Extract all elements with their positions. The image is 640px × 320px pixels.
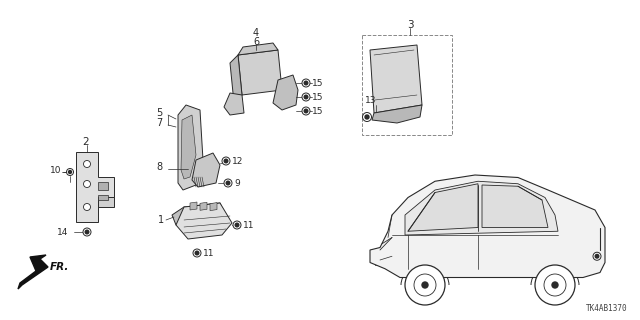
Circle shape [224,159,228,163]
Circle shape [83,204,90,211]
Polygon shape [184,203,224,217]
Circle shape [302,107,310,115]
Polygon shape [230,55,242,103]
Polygon shape [405,181,558,235]
Text: 15: 15 [312,107,323,116]
Bar [362,35,452,135]
Bar [98,195,108,200]
Polygon shape [200,202,207,210]
Circle shape [595,254,599,258]
Polygon shape [181,115,196,179]
Polygon shape [190,202,197,210]
Polygon shape [238,50,282,95]
Text: 2: 2 [82,137,88,147]
Polygon shape [210,203,217,211]
Text: 10: 10 [50,165,61,174]
Text: 12: 12 [232,156,243,165]
Circle shape [195,251,199,255]
Circle shape [544,274,566,296]
Circle shape [304,95,308,99]
Text: 1: 1 [158,215,164,225]
Circle shape [302,93,310,101]
Circle shape [304,109,308,113]
Polygon shape [370,45,422,113]
Polygon shape [18,255,48,289]
Polygon shape [238,43,278,55]
Circle shape [233,221,241,229]
Text: 13: 13 [365,95,376,105]
Circle shape [304,81,308,85]
Circle shape [222,157,230,165]
Polygon shape [408,184,478,231]
Circle shape [85,230,89,234]
Polygon shape [482,185,548,228]
Text: 7: 7 [156,118,163,128]
Text: 3: 3 [407,20,413,30]
Circle shape [362,113,371,122]
Circle shape [405,265,445,305]
Text: TK4AB1370: TK4AB1370 [586,304,628,313]
Circle shape [224,179,232,187]
Circle shape [552,282,558,288]
Polygon shape [224,93,244,115]
Polygon shape [98,197,114,207]
Circle shape [593,252,601,260]
Circle shape [67,169,74,175]
Bar [375,252,393,265]
Polygon shape [176,203,232,239]
Circle shape [422,282,428,288]
Polygon shape [76,152,114,222]
Circle shape [535,265,575,305]
Polygon shape [178,105,203,190]
Circle shape [83,228,91,236]
Polygon shape [370,175,605,277]
Text: 6: 6 [253,37,259,47]
Text: 11: 11 [243,220,255,229]
Polygon shape [192,153,220,187]
Text: 5: 5 [156,108,163,118]
Circle shape [83,180,90,188]
Polygon shape [372,105,422,123]
Polygon shape [172,207,188,225]
Text: 11: 11 [203,249,214,258]
Circle shape [83,161,90,167]
Circle shape [414,274,436,296]
Text: 9: 9 [234,179,240,188]
Circle shape [68,171,72,173]
Circle shape [226,181,230,185]
Polygon shape [273,75,298,110]
Circle shape [236,223,239,227]
Text: 8: 8 [156,162,162,172]
Bar [98,182,108,190]
Circle shape [193,249,201,257]
Text: FR.: FR. [50,262,69,272]
Text: 14: 14 [56,228,68,236]
Text: 15: 15 [312,78,323,87]
Text: 4: 4 [253,28,259,38]
Circle shape [302,79,310,87]
Text: 15: 15 [312,92,323,101]
Circle shape [365,115,369,119]
